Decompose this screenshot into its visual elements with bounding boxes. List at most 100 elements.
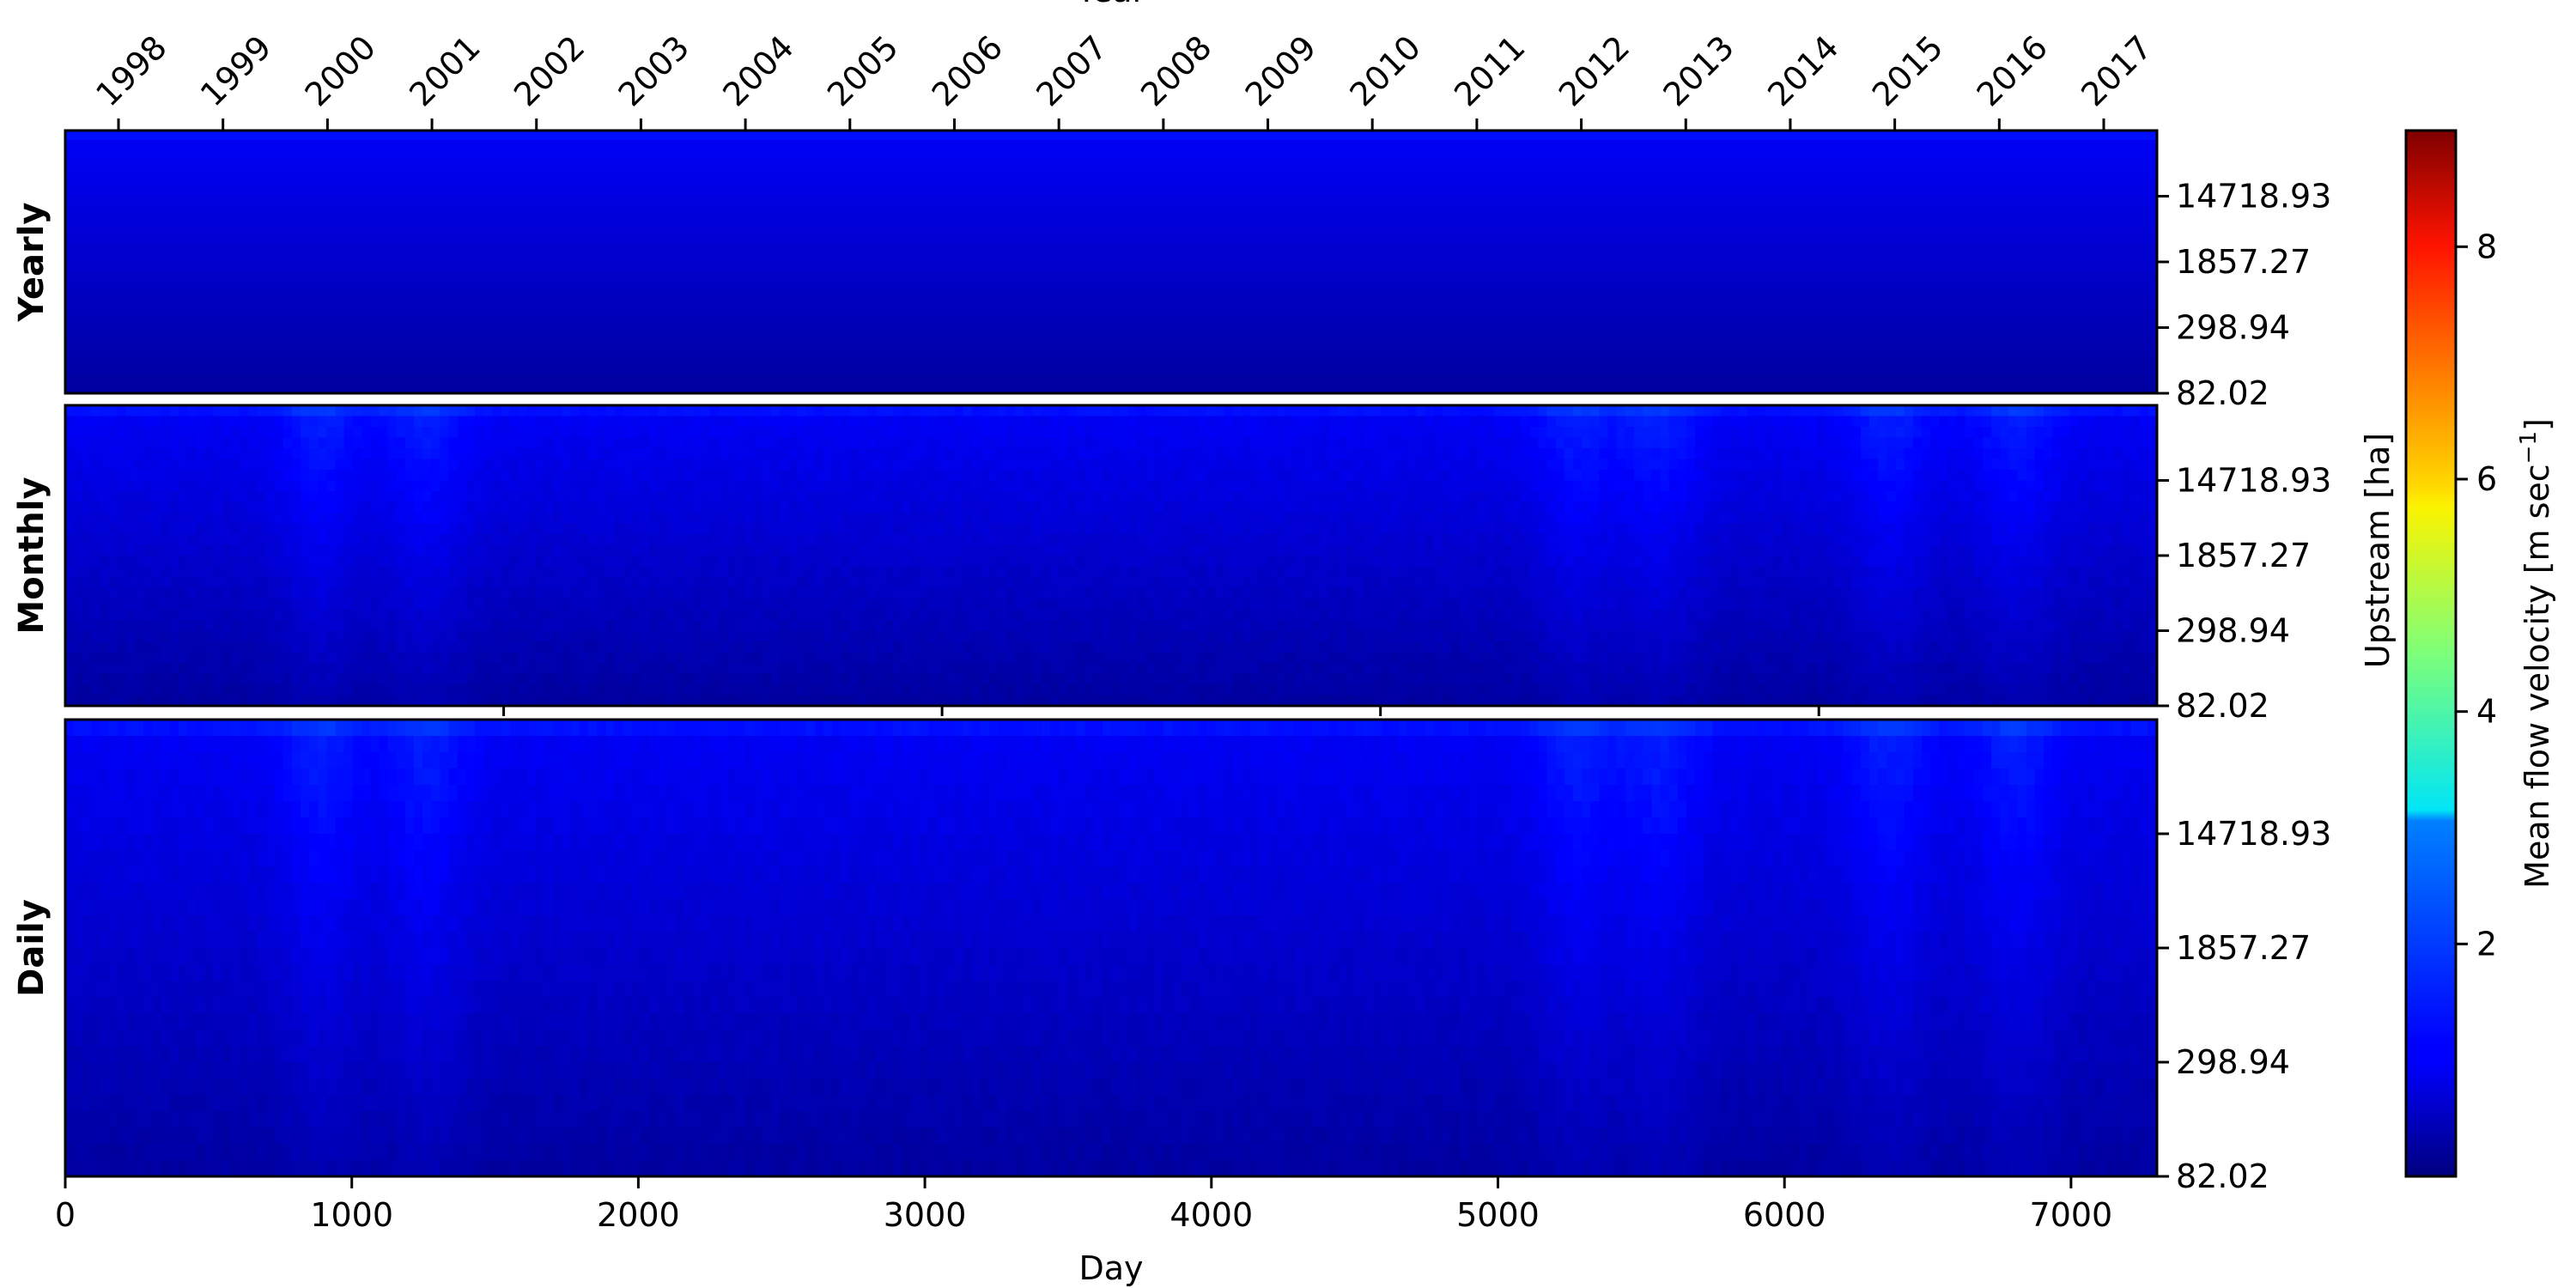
heatmap-cell [65,289,171,301]
heatmap-cell [318,491,328,503]
heatmap-cell [1398,470,1408,482]
heatmap-cell [1145,480,1156,492]
heatmap-cell [1276,544,1286,556]
heatmap-cell [1154,523,1164,535]
heatmap-cell [2078,556,2088,568]
heatmap-cell [1049,416,1060,428]
heatmap-cell [2008,566,2019,578]
heatmap-cell [605,513,616,525]
heatmap-cell [692,149,799,160]
heatmap-cell [1389,544,1400,556]
heatmap-cell [135,587,144,599]
heatmap-cell [1267,448,1278,460]
heatmap-cell [1372,459,1382,471]
heatmap-cell [998,587,1007,599]
heatmap-cell [108,437,118,449]
heatmap-cell [248,598,258,611]
heatmap-cell [222,480,232,492]
heatmap-cell [623,459,633,471]
heatmap-cell [1425,318,1530,329]
heatmap-cell [893,544,902,556]
heatmap-cell [858,491,868,503]
heatmap-cell [213,566,223,578]
heatmap-cell [605,480,616,492]
heatmap-cell [143,480,154,492]
heatmap-cell [588,405,598,417]
heatmap-cell [361,459,371,471]
heatmap-cell [1686,513,1696,525]
heatmap-cell [841,501,851,513]
heatmap-cell [240,544,249,556]
heatmap-cell [614,513,624,525]
heatmap-cell [379,355,484,366]
heatmap-cell [666,405,677,417]
heatmap-cell [1947,556,1958,568]
heatmap-cell [562,459,572,471]
heatmap-cell [1826,480,1836,492]
heatmap-cell [1826,587,1836,599]
heatmap-cell [1756,566,1765,578]
heatmap-cell [605,491,616,503]
heatmap-cell [1233,577,1242,589]
heatmap-cell [937,577,946,589]
heatmap-cell [1599,577,1609,589]
heatmap-cell [1704,501,1713,513]
heatmap-cell [945,448,955,460]
heatmap-cell [1930,459,1940,471]
heatmap-cell [457,448,467,460]
heatmap-cell [1704,437,1713,449]
heatmap-cell [117,534,127,546]
heatmap-cell [1983,523,1992,535]
heatmap-cell [318,480,328,492]
heatmap-cell [1389,513,1400,525]
heatmap-cell [910,491,920,503]
heatmap-cell [1206,405,1217,417]
heatmap-cell [797,459,807,471]
heatmap-cell [1416,470,1425,482]
heatmap-cell [832,491,841,503]
heatmap-cell [1189,480,1200,492]
heatmap-cell [980,405,990,417]
heatmap-cell [797,196,902,207]
heatmap-cell [65,186,171,197]
heatmap-cell [1869,577,1879,589]
heatmap-cell [692,252,799,263]
heatmap-cell [623,577,633,589]
heatmap-cell [509,544,519,556]
heatmap-cell [588,280,694,291]
heatmap-cell [893,416,902,428]
heatmap-cell [788,427,799,439]
heatmap-cell [1328,513,1339,525]
heatmap-cell [1076,459,1086,471]
heatmap-cell [623,470,633,482]
heatmap-cell [875,523,885,535]
heatmap-cell [108,566,118,578]
heatmap-cell [1790,416,1801,428]
heatmap-cell [2130,513,2141,525]
heatmap-cell [1398,501,1408,513]
heatmap-cell [343,544,354,556]
heatmap-cell [1311,566,1321,578]
heatmap-cell [2034,448,2044,460]
heatmap-cell [805,566,816,578]
heatmap-cell [1973,459,1984,471]
heatmap-cell [701,416,711,428]
heatmap-cell [2078,437,2088,449]
heatmap-cell [1817,544,1826,556]
heatmap-cell [2105,427,2114,439]
heatmap-cell [2000,480,2010,492]
heatmap-cell [1267,416,1278,428]
heatmap-cell [1904,416,1914,428]
heatmap-cell [1076,416,1086,428]
heatmap-cell [457,480,467,492]
heatmap-cell [1808,534,1818,546]
heatmap-cell [326,470,337,482]
heatmap-cell [1067,459,1077,471]
heatmap-cell [1765,405,1774,417]
heatmap-cell [1991,491,2001,503]
heatmap-cell [1843,459,1853,471]
heatmap-cell [213,470,223,482]
heatmap-cell [744,523,755,535]
heatmap-cell [2078,480,2088,492]
heatmap-cell [1808,513,1818,525]
